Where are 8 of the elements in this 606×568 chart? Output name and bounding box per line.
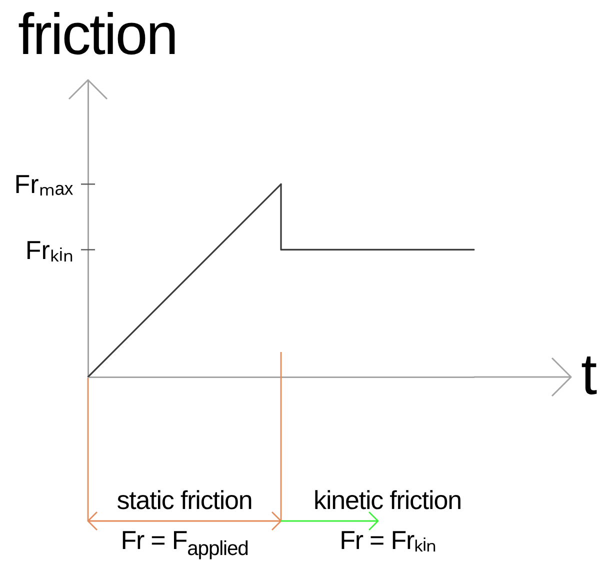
text: Frₖᵢₙ [25,234,73,265]
y-axis-title: friction [18,2,177,67]
x-axis-title: t [581,342,598,407]
text: kinetic friction [314,485,462,515]
text: static friction [116,485,252,515]
text: Fr = F$_{applied}$ [120,525,248,560]
text: Frₘₐₓ [14,169,73,200]
text: Fr = Frₖᵢₙ [340,525,436,555]
